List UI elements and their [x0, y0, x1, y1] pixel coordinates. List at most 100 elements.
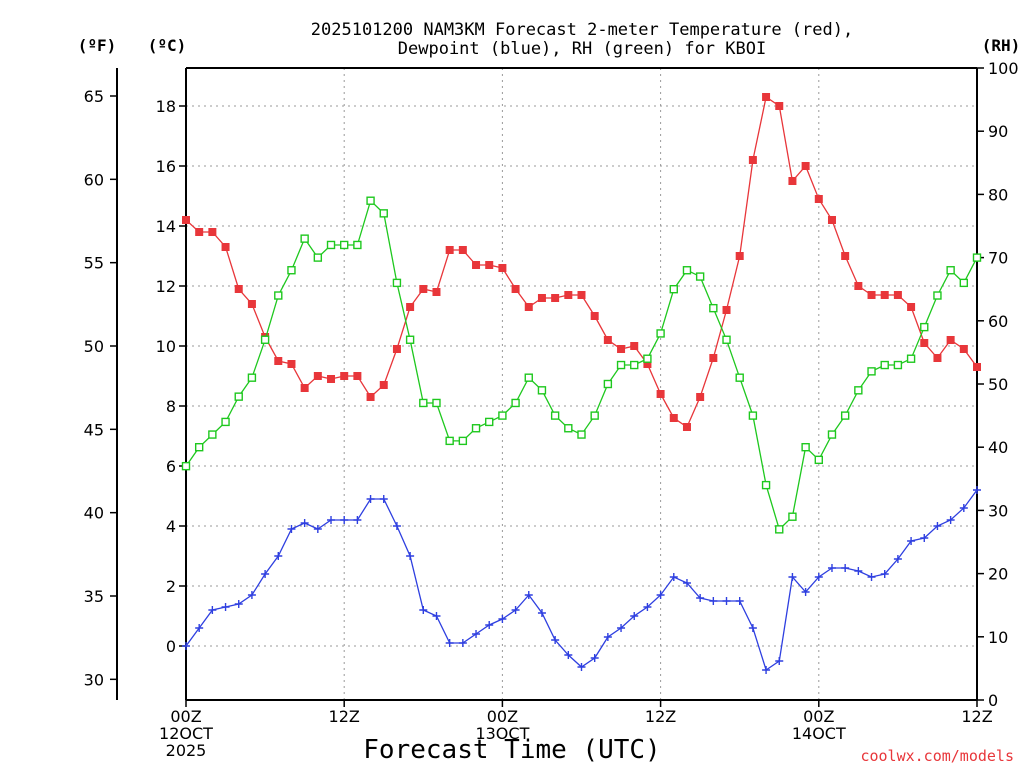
temperature-point [327, 375, 336, 383]
rh-tick-label: 40 [988, 438, 1008, 457]
temperature-point [788, 177, 797, 185]
fahrenheit-tick-label: 35 [84, 587, 104, 606]
rh-point [695, 272, 705, 281]
watermark: coolwx.com/models [860, 747, 1014, 765]
dewpoint-point [854, 567, 863, 575]
rh-point [260, 335, 270, 344]
temperature-point [221, 243, 230, 251]
dewpoint-point [775, 657, 784, 665]
temperature-point [551, 294, 560, 302]
celsius-tick-label: 4 [166, 517, 176, 536]
axes [110, 67, 984, 707]
series-rh [181, 196, 982, 534]
dewpoint-point [392, 522, 401, 530]
temperature-point [775, 102, 784, 110]
celsius-tick-label: 14 [156, 217, 176, 236]
dewpoint-point [669, 573, 678, 581]
celsius-tick-label: 16 [156, 157, 176, 176]
temperature-point [485, 261, 494, 269]
rh-tick-label: 0 [988, 691, 998, 710]
temperature-point [735, 252, 744, 260]
series-dewpoint [182, 486, 981, 674]
dewpoint-point [537, 609, 546, 617]
x-tick-label: 00Z [487, 707, 518, 726]
rh-point [392, 278, 402, 288]
temperature-point [854, 282, 863, 290]
dewpoint-point [735, 597, 744, 605]
x-tick-label: 2025 [166, 741, 207, 760]
dewpoint-point [511, 606, 520, 614]
rh-point [630, 360, 639, 370]
dewpoint-point [630, 612, 639, 620]
rh-point [485, 417, 494, 427]
x-tick-label: 00Z [803, 707, 834, 726]
dewpoint-point [247, 591, 256, 599]
dewpoint-point [353, 516, 362, 524]
rh-point [379, 209, 388, 218]
rh-point [511, 398, 520, 408]
dewpoint-point [366, 495, 375, 503]
dewpoint-point [682, 579, 691, 587]
fahrenheit-tick-label: 50 [84, 337, 104, 356]
dewpoint-point [234, 600, 243, 608]
celsius-tick-label: 10 [156, 337, 176, 356]
rh-tick-label: 70 [988, 249, 1008, 268]
temperature-point [682, 423, 691, 431]
rh-point [221, 417, 230, 427]
rh-point [366, 196, 375, 205]
fahrenheit-tick-label: 65 [84, 87, 104, 106]
temperature-point [445, 246, 454, 254]
rh-point [313, 253, 323, 262]
temperature-point [656, 390, 665, 398]
temperature-point [669, 414, 678, 422]
temperature-point [234, 285, 243, 293]
fahrenheit-tick-label: 45 [84, 420, 104, 439]
rh-point [722, 335, 731, 344]
dewpoint-point [485, 621, 494, 629]
rh-point [788, 512, 797, 521]
celsius-tick-label: 2 [166, 577, 176, 596]
dewpoint-point [379, 495, 388, 503]
temperature-point [907, 303, 916, 311]
fahrenheit-tick-label: 30 [84, 670, 104, 689]
temperature-point [973, 363, 981, 371]
rh-point [564, 424, 573, 433]
x-axis-title: Forecast Time (UTC) [363, 735, 660, 765]
rh-point [814, 455, 823, 465]
dewpoint-point [458, 639, 467, 647]
dewpoint-point [933, 522, 942, 530]
dewpoint-point [788, 573, 797, 581]
temperature-point [419, 285, 428, 293]
temperature-point [617, 345, 626, 353]
temperature-point [920, 339, 929, 347]
x-tick-label: 12Z [961, 707, 992, 726]
temperature-point [590, 312, 599, 320]
x-tick-label: 13OCT [475, 724, 529, 743]
rh-point [353, 240, 362, 250]
tick-labels: 0 2 4 6 8 10 12 14 16 18 30 35 40 45 50 55 60 65 0 10 20 30 40… [84, 59, 1019, 760]
celsius-tick-label: 6 [166, 457, 176, 476]
rh-point [827, 430, 837, 439]
rh-axis-label: (RH) [982, 36, 1021, 55]
temperature-point [643, 360, 652, 368]
temperature-point [564, 291, 573, 299]
temperature-point [458, 246, 467, 254]
rh-point [524, 373, 533, 382]
temperature-point [340, 372, 349, 380]
dewpoint-point [696, 594, 705, 602]
temperature-point [893, 291, 902, 299]
temperature-point [933, 354, 942, 362]
temperature-point [722, 306, 731, 314]
dewpoint-point [208, 606, 217, 614]
dewpoint-point [617, 624, 626, 632]
rh-point [405, 335, 415, 344]
rh-point [208, 430, 217, 439]
rh-point [287, 266, 296, 275]
temperature-point [959, 345, 968, 353]
x-tick-label: 12OCT [159, 724, 213, 743]
dewpoint-point [867, 573, 876, 581]
series-temperature [182, 93, 981, 431]
rh-point [840, 411, 850, 420]
